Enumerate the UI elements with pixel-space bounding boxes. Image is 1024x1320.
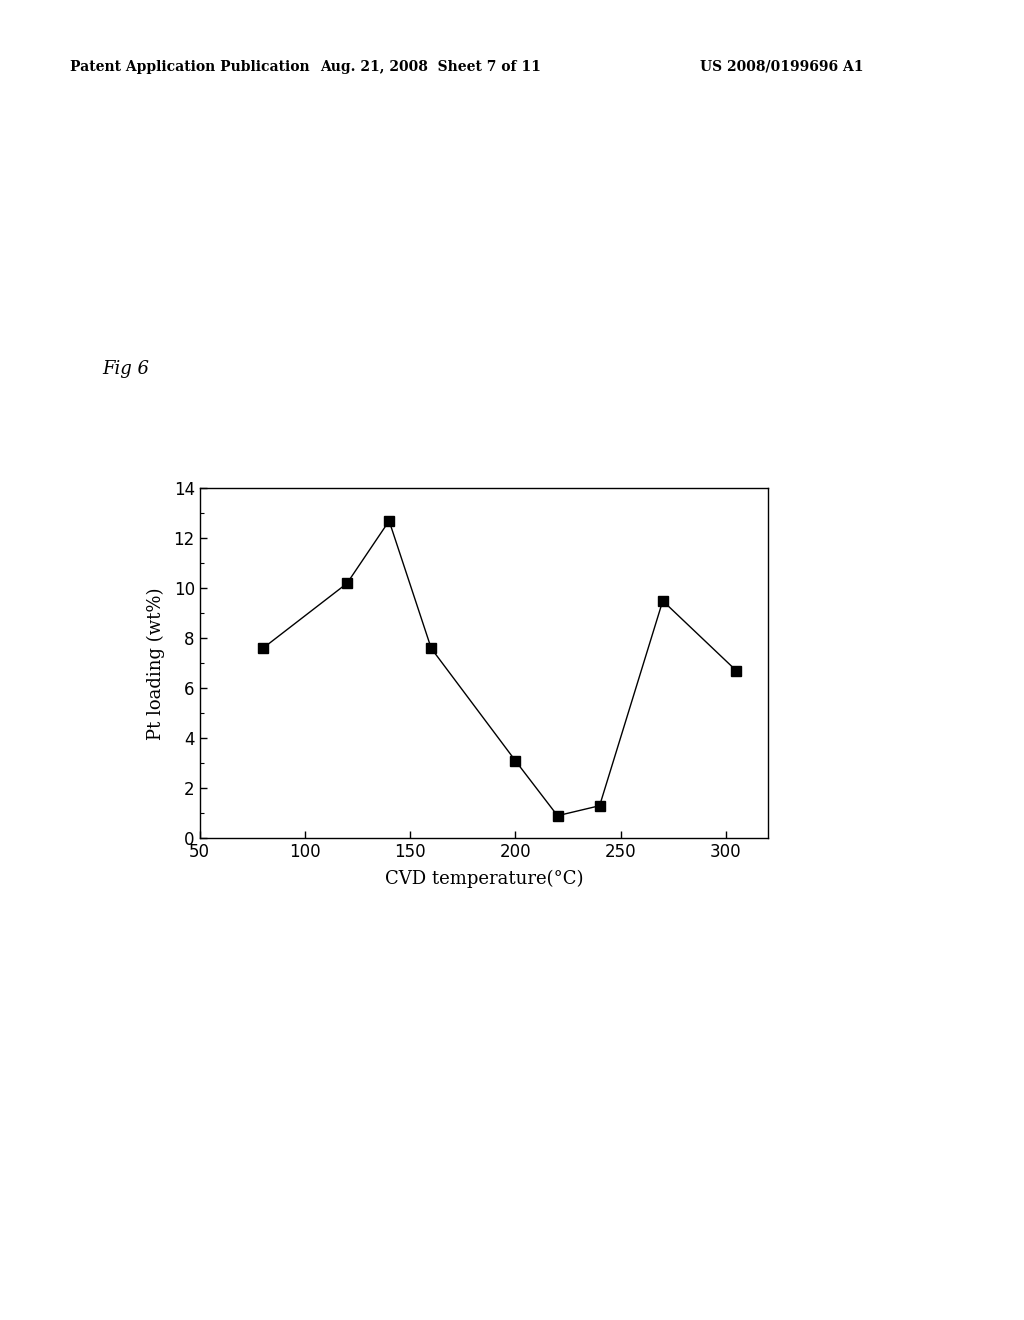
Y-axis label: Pt loading (wt%): Pt loading (wt%) — [147, 587, 165, 739]
Text: Fig 6: Fig 6 — [102, 360, 150, 379]
Text: US 2008/0199696 A1: US 2008/0199696 A1 — [700, 59, 864, 74]
Text: Aug. 21, 2008  Sheet 7 of 11: Aug. 21, 2008 Sheet 7 of 11 — [319, 59, 541, 74]
Text: Patent Application Publication: Patent Application Publication — [70, 59, 309, 74]
X-axis label: CVD temperature(°C): CVD temperature(°C) — [385, 870, 583, 887]
